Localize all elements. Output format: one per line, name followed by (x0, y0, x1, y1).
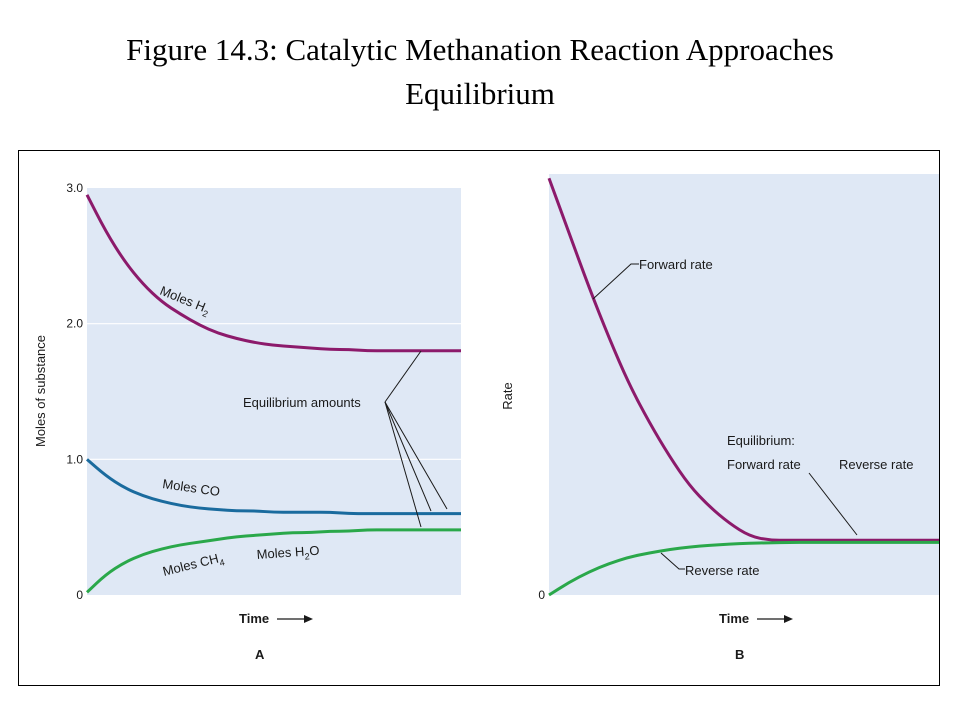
panel-a-plot-area (87, 188, 461, 595)
panel-b-x-axis-label: Time (719, 611, 749, 626)
leader-line-equilibrium (808, 472, 858, 536)
panel-b-y-axis-label: Rate (500, 382, 515, 409)
label-forward-rate: Forward rate (639, 257, 713, 272)
leader-line-co-1 (384, 401, 448, 510)
figure-svg: 01.02.03.0 Moles of substance Moles H2 M… (33, 174, 939, 662)
leader-line-reverse-rate (660, 552, 685, 570)
leader-line-h2 (384, 350, 422, 403)
leader-line-forward-rate (592, 263, 639, 300)
label-reverse-rate: Reverse rate (685, 563, 759, 578)
panel-b: 0 Rate Forward rate Reverse rate Equilib… (500, 174, 939, 662)
leader-line-ch4 (384, 401, 422, 528)
y-tick-label: 3.0 (66, 181, 83, 195)
panel-b-label: B (735, 647, 744, 662)
label-moles-h2o: Moles H2O (256, 543, 320, 565)
series-line-moles-ch4-h2o (85, 528, 461, 594)
panel-a-time-arrow (277, 615, 313, 623)
y-tick-label: 0 (76, 588, 83, 602)
label-equilibrium-line1: Equilibrium: (727, 433, 795, 448)
series-line-moles-co (86, 458, 461, 516)
leader-line-co-2 (384, 401, 432, 512)
panel-b-y-ticks: 0 (538, 588, 545, 602)
equilibrium-leader-lines (384, 350, 448, 528)
series-line-forward-rate (547, 177, 939, 542)
title-line-2: Equilibrium (405, 76, 555, 111)
panel-b-plot-area (549, 174, 939, 595)
series-line-moles-h2 (85, 194, 461, 353)
y-tick-label: 0 (538, 588, 545, 602)
title-line-1: Figure 14.3: Catalytic Methanation React… (126, 32, 834, 67)
panel-b-time-arrow (757, 615, 793, 623)
label-equilibrium-line2: Forward rate (727, 457, 801, 472)
y-tick-label: 2.0 (66, 317, 83, 331)
series-line-reverse-rate (548, 540, 939, 597)
figure-frame: 0 1.0 2.0 3.0 Moles of substance Moles H2 M… (18, 150, 940, 686)
page-title: Figure 14.3: Catalytic Methanation React… (0, 28, 960, 116)
panel-a-x-axis-label: Time (239, 611, 269, 626)
y-tick-label: 1.0 (66, 452, 83, 466)
panel-a: 01.02.03.0 Moles of substance Moles H2 M… (33, 181, 461, 662)
panel-a-label: A (255, 647, 265, 662)
label-equilibrium-reverse: Reverse rate (839, 457, 913, 472)
panel-a-y-axis-label: Moles of substance (33, 335, 48, 447)
panel-a-y-ticks: 0 1.0 2.0 3.0 (66, 181, 83, 602)
label-equilibrium-amounts: Equilibrium amounts (243, 395, 361, 410)
panel-a-gridlines (87, 323, 461, 460)
